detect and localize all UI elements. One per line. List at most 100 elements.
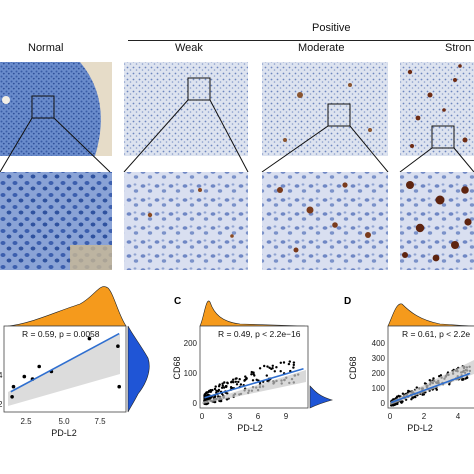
label-normal: Normal bbox=[28, 42, 64, 54]
panel-c-ytick-200: 200 bbox=[184, 339, 198, 348]
panel-c-point bbox=[250, 373, 253, 376]
panel-d-point bbox=[439, 374, 443, 377]
zoom-lines bbox=[0, 99, 474, 173]
panel-d-xtick-4: 4 bbox=[456, 412, 461, 421]
panel-c-xtick-3: 3 bbox=[228, 412, 233, 421]
panel-d-point bbox=[411, 396, 415, 399]
panel-b-ytick-4: 4 bbox=[0, 371, 3, 380]
panel-c-point bbox=[273, 370, 276, 373]
panel-c-point bbox=[232, 381, 235, 384]
panel-c-point bbox=[279, 361, 282, 364]
tile-strong-high bbox=[400, 172, 474, 270]
panel-c-point bbox=[237, 380, 240, 384]
panel-c-point bbox=[238, 378, 241, 381]
panel-c-letter: C bbox=[174, 296, 181, 307]
ihc-image-grid bbox=[0, 62, 474, 270]
panel-c-point bbox=[268, 366, 271, 369]
panel-c-point bbox=[234, 377, 237, 380]
label-strong: Stron bbox=[445, 42, 472, 54]
panel-c-point bbox=[225, 385, 228, 388]
tile-normal-high bbox=[0, 172, 112, 270]
panel-c-point bbox=[292, 361, 296, 364]
panel-c-right-density bbox=[309, 385, 334, 409]
panel-d-ytick-100: 100 bbox=[372, 384, 386, 393]
panel-b-ytick-2: 2 bbox=[0, 400, 3, 409]
tile-normal-low bbox=[0, 62, 112, 156]
panel-c-stat: R = 0.49, p < 2.2e−16 bbox=[218, 329, 301, 339]
panel-d-ci-band bbox=[390, 360, 474, 405]
positive-header: Positive bbox=[312, 22, 351, 34]
panel-b-point bbox=[117, 384, 121, 389]
panel-c-point bbox=[279, 370, 282, 373]
panel-c-point bbox=[270, 367, 273, 371]
panel-d-point bbox=[399, 400, 403, 404]
panel-b-top-density bbox=[7, 286, 127, 327]
panel-d-point bbox=[414, 395, 417, 399]
panel-c-ytick-100: 100 bbox=[184, 369, 198, 378]
panel-d-point bbox=[428, 379, 431, 382]
panel-c-point bbox=[206, 393, 210, 397]
panel-b: R = 0.59, p = 0.0058 4 2 2.5 5.0 7.5 PD-… bbox=[0, 286, 150, 438]
scatter-panels: R = 0.59, p = 0.0058 4 2 2.5 5.0 7.5 PD-… bbox=[0, 286, 474, 438]
panel-c-point bbox=[275, 366, 278, 369]
panel-b-fit-line bbox=[10, 332, 120, 393]
panel-c-point bbox=[243, 379, 246, 382]
panel-b-stat: R = 0.59, p = 0.0058 bbox=[22, 329, 100, 339]
tile-moderate-high bbox=[262, 172, 388, 270]
panel-c-point bbox=[271, 364, 274, 367]
panel-b-point bbox=[116, 344, 120, 348]
panel-b-point bbox=[10, 395, 14, 399]
panel-d-point bbox=[464, 377, 467, 380]
panel-c-point bbox=[226, 382, 229, 385]
panel-d-point bbox=[432, 377, 435, 380]
panel-c-point bbox=[215, 389, 218, 392]
panel-c-point bbox=[232, 378, 235, 381]
panel-c-point bbox=[220, 386, 224, 389]
panel-c-xtick-0: 0 bbox=[200, 412, 205, 421]
panel-d-xlabel: PD-L2 bbox=[407, 423, 433, 433]
panel-c-point bbox=[288, 360, 291, 363]
panel-c-point bbox=[265, 374, 268, 377]
panel-c-point bbox=[266, 379, 269, 383]
panel-b-right-density bbox=[127, 325, 150, 413]
panel-c-point bbox=[263, 364, 266, 368]
panel-d-ytick-400: 400 bbox=[372, 339, 386, 348]
panel-d-ylabel: CD68 bbox=[348, 356, 358, 379]
panel-c-point bbox=[292, 363, 295, 367]
panel-c-point bbox=[217, 388, 221, 392]
panel-c-ytick-0: 0 bbox=[193, 399, 198, 408]
panel-d-point bbox=[422, 393, 426, 396]
panel-d-letter: D bbox=[344, 296, 351, 307]
panel-c-ylabel: CD68 bbox=[172, 356, 182, 379]
panel-c-point bbox=[292, 366, 295, 369]
panel-c-point bbox=[213, 387, 217, 391]
panel-d: D R = 0.61, p < 2.2e CD68 400 300 200 10… bbox=[344, 296, 474, 433]
panel-d-point bbox=[461, 377, 465, 381]
panel-c-point bbox=[258, 367, 262, 370]
panel-d-fit-line bbox=[390, 372, 471, 404]
panel-b-ci-band bbox=[8, 334, 120, 406]
panel-b-xtick-2-5: 2.5 bbox=[20, 417, 32, 426]
panel-d-point bbox=[423, 382, 427, 385]
panel-c-ci-band bbox=[202, 370, 306, 404]
panel-c-point bbox=[214, 385, 217, 388]
label-weak: Weak bbox=[175, 42, 203, 54]
panel-d-xtick-0: 0 bbox=[388, 412, 393, 421]
tile-weak-low bbox=[124, 62, 248, 156]
panel-d-stat: R = 0.61, p < 2.2e bbox=[402, 329, 470, 339]
panel-c-point bbox=[244, 375, 247, 378]
panel-d-ytick-200: 200 bbox=[372, 369, 386, 378]
label-moderate: Moderate bbox=[298, 42, 345, 54]
panel-c-point bbox=[239, 383, 243, 386]
panel-c-point bbox=[206, 402, 209, 405]
panel-c-top-density bbox=[199, 300, 306, 327]
panel-c-xtick-9: 9 bbox=[284, 412, 289, 421]
tile-weak-high bbox=[124, 172, 248, 270]
panel-c-xtick-6: 6 bbox=[256, 412, 261, 421]
panel-c-point bbox=[251, 379, 255, 382]
tile-strong-low bbox=[400, 62, 474, 156]
panel-d-point bbox=[415, 386, 418, 389]
panel-c-point bbox=[214, 400, 217, 404]
panel-d-ytick-0: 0 bbox=[381, 399, 386, 408]
panel-d-top-density bbox=[387, 303, 474, 327]
